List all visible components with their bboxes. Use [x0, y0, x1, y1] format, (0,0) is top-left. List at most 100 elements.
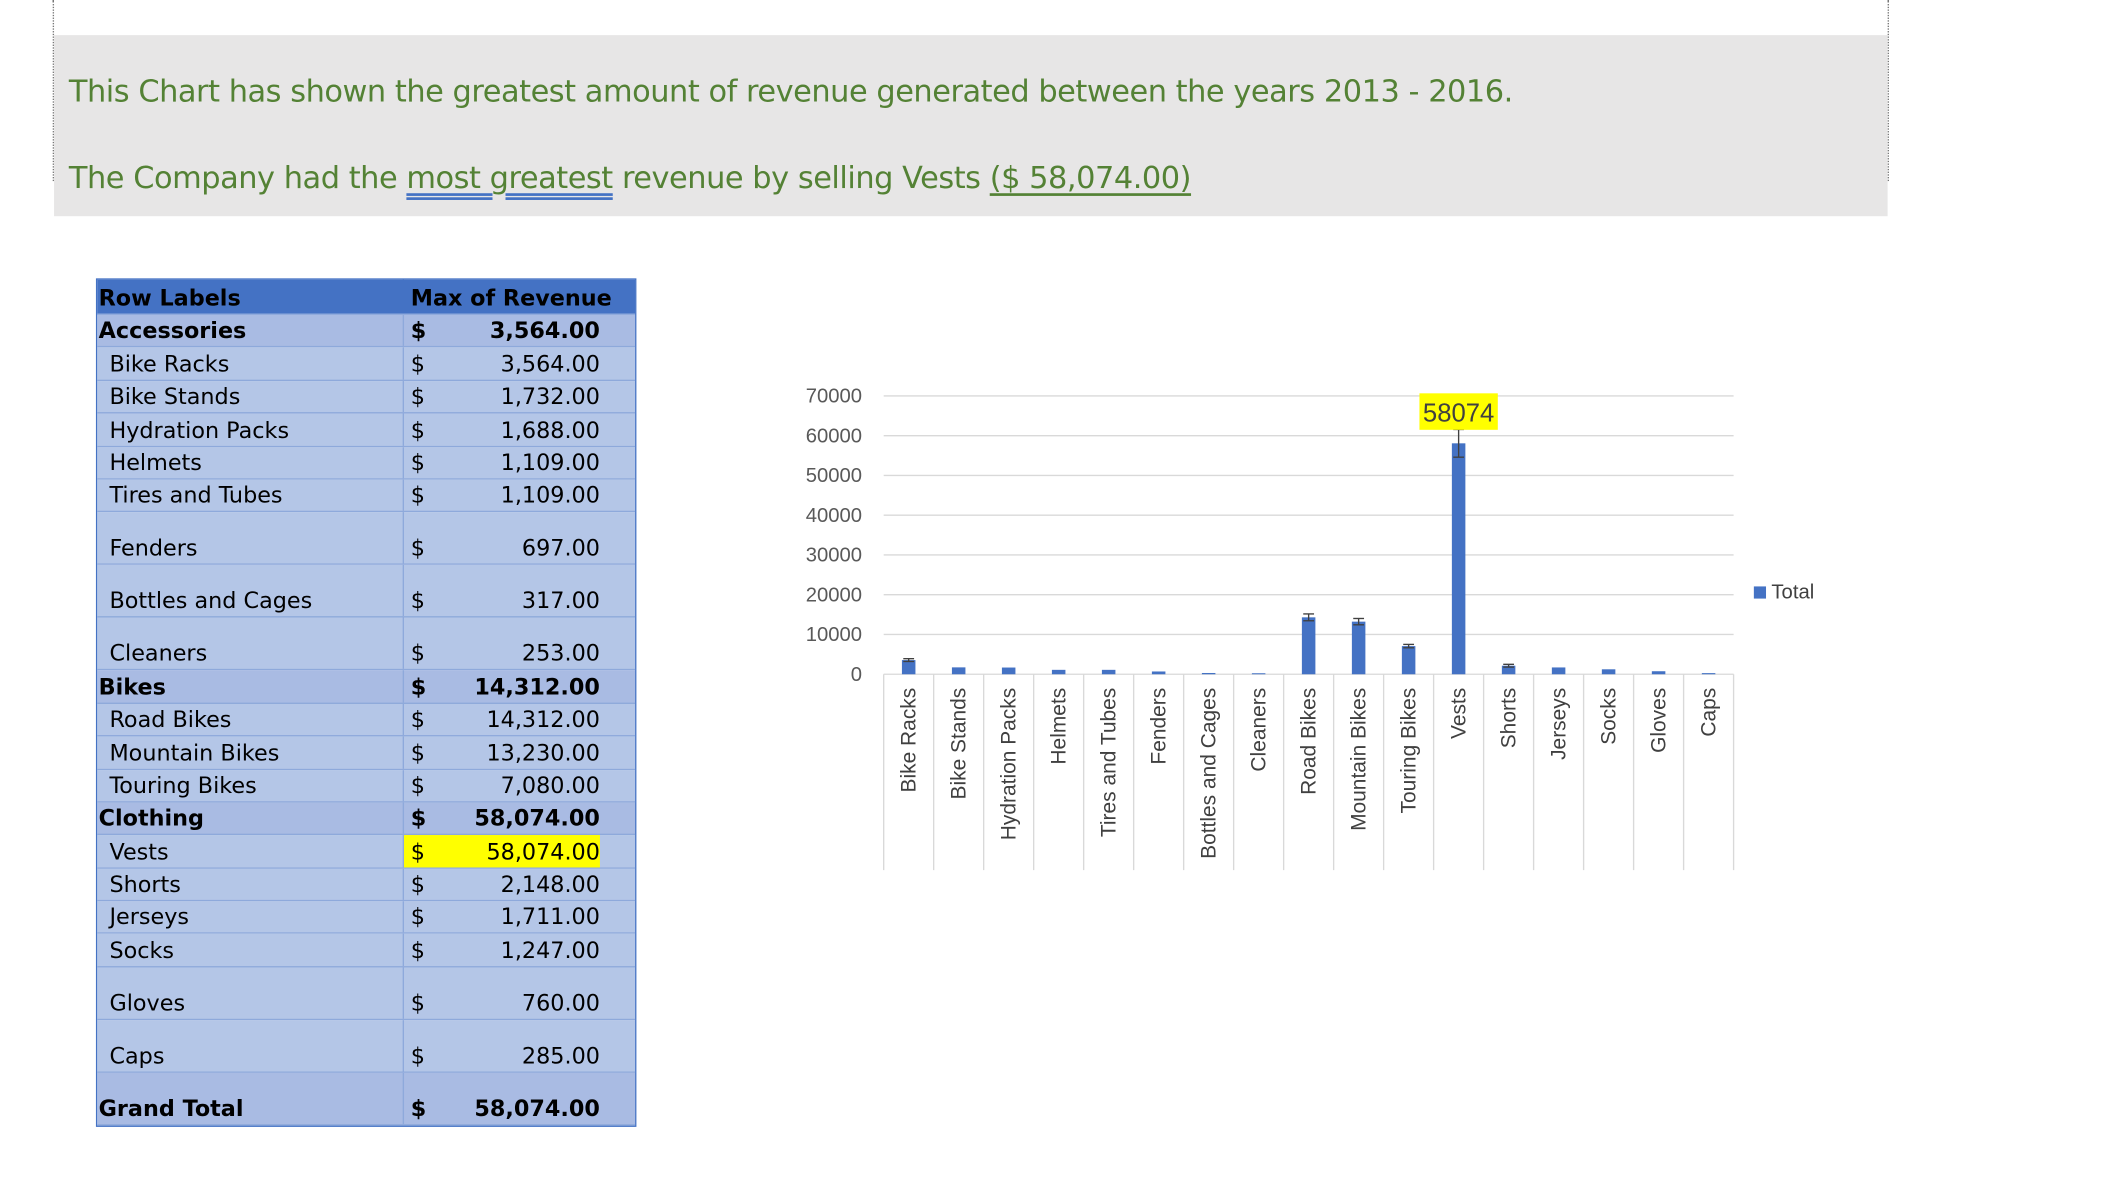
pivot-currency-symbol: $ — [410, 739, 425, 766]
pivot-item-row[interactable]: Bottles and Cages $317.00 — [97, 565, 636, 618]
pivot-item-row[interactable]: Bike Racks $3,564.00 — [97, 347, 636, 381]
pivot-item-row[interactable]: Shorts $2,148.00 — [97, 868, 636, 902]
frame-border-left — [52, 0, 55, 182]
pivot-row-label: Caps — [109, 1042, 165, 1069]
pivot-column-divider — [402, 736, 405, 769]
x-tick-label: Shorts — [1497, 688, 1520, 749]
pivot-group-row[interactable]: Clothing $58,074.00 — [97, 802, 636, 836]
pivot-header-value[interactable]: Max of Revenue — [410, 285, 612, 311]
pivot-header-row: Row Labels Max of Revenue — [97, 279, 636, 315]
pivot-row-label: Tires and Tubes — [109, 482, 283, 509]
pivot-column-divider — [402, 446, 405, 479]
pivot-row-value: 1,732.00 — [500, 383, 600, 410]
pivot-currency-symbol: $ — [410, 535, 425, 562]
data-label-background — [1419, 393, 1498, 430]
note-textbox[interactable]: This Chart has shown the greatest amount… — [54, 35, 1888, 217]
pivot-row-value: 760.00 — [521, 990, 600, 1016]
pivot-row-label: Cleaners — [109, 640, 208, 667]
bar — [951, 667, 966, 675]
pivot-currency-symbol: $ — [410, 383, 425, 410]
bar — [1701, 673, 1716, 675]
pivot-currency-symbol: $ — [410, 838, 425, 865]
pivot-currency-symbol: $ — [410, 416, 425, 443]
pivot-column-divider — [402, 1072, 405, 1125]
pivot-row-label: Accessories — [98, 318, 247, 344]
pivot-column-divider — [402, 314, 405, 347]
y-tick-label: 60000 — [806, 425, 862, 447]
pivot-currency-symbol: $ — [410, 588, 425, 614]
x-tick-label: Gloves — [1647, 688, 1670, 753]
pivot-row-label: Gloves — [109, 990, 186, 1016]
pivot-currency-symbol: $ — [410, 482, 425, 509]
note-line-1: This Chart has shown the greatest amount… — [68, 74, 1513, 110]
pivot-column-divider — [402, 703, 405, 736]
note-line-2-middle: revenue by selling Vests — [612, 160, 990, 196]
pivot-currency-symbol: $ — [410, 673, 427, 700]
pivot-item-row[interactable]: Road Bikes $14,312.00 — [97, 703, 636, 737]
x-tick-label: Mountain Bikes — [1347, 688, 1370, 831]
bar — [1551, 667, 1566, 675]
pivot-item-row[interactable]: Jerseys $1,711.00 — [97, 901, 636, 935]
pivot-column-divider — [402, 868, 405, 901]
pivot-row-value: 1,109.00 — [500, 449, 600, 476]
highlighted-cell — [404, 835, 600, 868]
pivot-column-divider — [402, 380, 405, 413]
pivot-row-label: Mountain Bikes — [109, 739, 280, 766]
pivot-row-value: 1,247.00 — [500, 937, 600, 964]
bar — [1101, 669, 1116, 675]
x-tick-label: Jerseys — [1547, 688, 1570, 760]
revenue-bar-chart[interactable]: 0 10000 20000 30000 40000 50000 60000 70000 Bike… — [784, 365, 1865, 905]
pivot-currency-symbol: $ — [410, 1095, 427, 1122]
pivot-row-label: Fenders — [109, 535, 198, 562]
frame-border-right — [1887, 0, 1889, 182]
pivot-item-row[interactable]: Cleaners $253.00 — [97, 617, 636, 671]
pivot-currency-symbol: $ — [410, 640, 425, 667]
bar — [1501, 665, 1516, 675]
pivot-column-divider — [402, 565, 405, 617]
bar — [1251, 673, 1266, 675]
pivot-row-value: 58,074.00 — [474, 805, 600, 832]
chart-legend[interactable]: Total — [1753, 581, 1815, 604]
pivot-item-row[interactable]: Socks $1,247.00 — [97, 934, 636, 968]
pivot-column-divider — [402, 901, 405, 933]
chart-plot-area: 0 10000 20000 30000 40000 50000 60000 70000 Bike… — [806, 386, 1735, 871]
pivot-item-row[interactable]: Mountain Bikes $13,230.00 — [97, 736, 636, 770]
pivot-item-row[interactable]: Gloves $760.00 — [97, 967, 636, 1020]
bar — [1351, 621, 1366, 675]
pivot-item-row[interactable]: Hydration Packs $1,688.00 — [97, 413, 636, 447]
pivot-item-row[interactable]: Bike Stands $1,732.00 — [97, 380, 636, 414]
pivot-group-row[interactable]: Accessories $3,564.00 — [97, 314, 636, 348]
pivot-currency-symbol: $ — [410, 805, 427, 832]
pivot-row-label: Jerseys — [109, 904, 190, 931]
pivot-group-row[interactable]: Bikes $14,312.00 — [97, 670, 636, 704]
pivot-row-value: 697.00 — [521, 535, 600, 562]
pivot-column-divider — [402, 413, 405, 446]
pivot-column-divider — [402, 835, 405, 868]
legend-label: Total — [1771, 581, 1815, 604]
pivot-row-value: 14,312.00 — [474, 673, 600, 700]
pivot-item-row[interactable]: Caps $285.00 — [97, 1019, 636, 1073]
pivot-row-label: Shorts — [109, 871, 181, 898]
pivot-row-label: Socks — [109, 937, 175, 964]
pivot-header-row-labels[interactable]: Row Labels — [98, 285, 241, 311]
pivot-item-row[interactable]: Fenders $697.00 — [97, 512, 636, 566]
x-tick-label: Bottles and Cages — [1197, 688, 1220, 859]
pivot-item-row[interactable]: Touring Bikes $7,080.00 — [97, 769, 636, 803]
pivot-item-row[interactable]: Tires and Tubes $1,109.00 — [97, 479, 636, 513]
pivot-grand-total-row[interactable]: Grand Total $58,074.00 — [97, 1072, 636, 1126]
pivot-table[interactable]: Row Labels Max of Revenue Accessories $3,… — [95, 278, 637, 1127]
pivot-item-row[interactable]: Vests $58,074.00 — [97, 835, 636, 869]
pivot-column-divider — [402, 617, 405, 670]
pivot-row-value: 1,109.00 — [500, 482, 600, 509]
pivot-row-value: 285.00 — [521, 1042, 600, 1069]
pivot-column-divider — [402, 279, 405, 314]
pivot-column-divider — [402, 670, 405, 703]
bar — [1201, 672, 1216, 675]
pivot-item-row[interactable]: Helmets $1,109.00 — [97, 446, 636, 480]
pivot-row-value: 3,564.00 — [500, 351, 600, 377]
pivot-currency-symbol: $ — [410, 990, 425, 1016]
pivot-currency-symbol: $ — [410, 318, 427, 344]
pivot-row-value: 1,711.00 — [500, 904, 600, 931]
pivot-column-divider — [402, 802, 405, 835]
